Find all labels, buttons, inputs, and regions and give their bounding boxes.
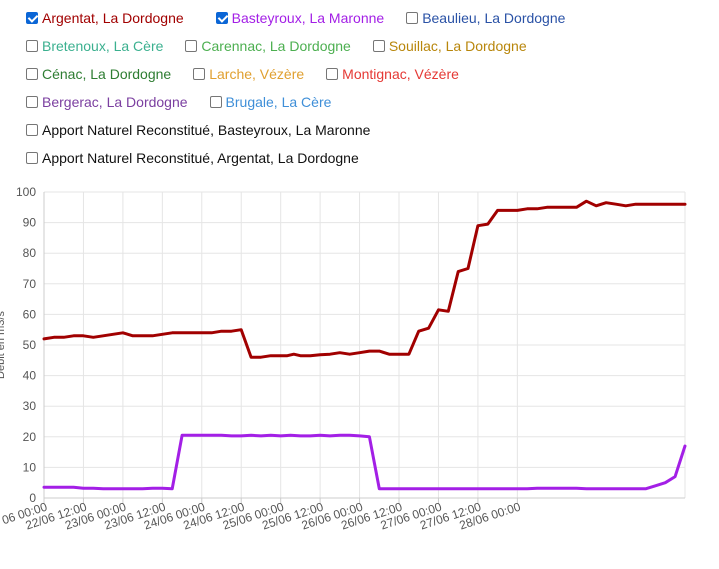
y-tick-label: 100 [16,185,36,199]
legend-item-souillac[interactable]: Souillac, La Dordogne [372,38,527,54]
y-tick-label: 40 [23,369,37,383]
legend-label: Larche, Vézère [209,66,305,82]
legend: Argentat, La Dordogne Basteyroux, La Mar… [0,0,719,176]
legend-item-apport-basteyroux[interactable]: Apport Naturel Reconstitué, Basteyroux, … [26,122,370,138]
legend-row: Bretenoux, La Cère Carennac, La Dordogne… [26,36,549,56]
checkbox-souillac[interactable] [372,40,385,52]
legend-label: Bergerac, La Dordogne [42,94,188,110]
grid [43,191,686,504]
legend-label: Brugale, La Cère [225,94,332,110]
legend-row: Bergerac, La Dordogne Brugale, La Cère [26,92,353,112]
y-tick-label: 20 [23,430,37,444]
legend-row: Cénac, La Dordogne Larche, Vézère Montig… [26,64,481,84]
legend-item-bergerac[interactable]: Bergerac, La Dordogne [26,94,188,110]
legend-item-cenac[interactable]: Cénac, La Dordogne [26,66,171,82]
legend-row: Apport Naturel Reconstitué, Basteyroux, … [26,120,392,140]
legend-item-apport-argentat[interactable]: Apport Naturel Reconstitué, Argentat, La… [26,150,359,166]
checkbox-bergerac[interactable] [26,96,38,108]
legend-label: Bretenoux, La Cère [42,38,164,54]
legend-item-carennac[interactable]: Carennac, La Dordogne [185,38,351,54]
y-tick-label: 80 [23,246,37,260]
checkbox-basteyroux[interactable] [215,12,228,24]
y-tick-label: 10 [23,460,37,474]
y-tick-label: 60 [23,307,37,321]
legend-label: Apport Naturel Reconstitué, Argentat, La… [42,150,359,166]
series-line [42,199,687,359]
series-line [42,433,687,491]
checkbox-apport-basteyroux[interactable] [26,124,38,136]
legend-item-beaulieu[interactable]: Beaulieu, La Dordogne [406,10,565,26]
legend-label: Basteyroux, La Maronne [231,10,385,26]
checkbox-carennac[interactable] [185,40,198,52]
legend-item-argentat[interactable]: Argentat, La Dordogne [26,10,184,26]
checkbox-argentat[interactable] [26,12,38,24]
legend-label: Beaulieu, La Dordogne [422,10,566,26]
legend-item-larche[interactable]: Larche, Vézère [193,66,304,82]
checkbox-brugale[interactable] [209,96,222,108]
legend-label: Souillac, La Dordogne [388,38,527,54]
legend-item-montignac[interactable]: Montignac, Vézère [326,66,459,82]
legend-row: Apport Naturel Reconstitué, Argentat, La… [26,148,381,168]
checkbox-larche[interactable] [193,68,206,80]
y-tick-label: 70 [23,277,37,291]
y-axis-label: Débit en m3/s [0,311,7,379]
checkbox-apport-argentat[interactable] [26,152,38,164]
legend-label: Argentat, La Dordogne [42,10,184,26]
checkbox-beaulieu[interactable] [406,12,419,24]
legend-item-brugale[interactable]: Brugale, La Cère [209,94,332,110]
legend-label: Montignac, Vézère [342,66,459,82]
y-tick-label: 50 [23,338,37,352]
legend-label: Cénac, La Dordogne [42,66,172,82]
legend-item-basteyroux[interactable]: Basteyroux, La Maronne [215,10,385,26]
legend-row: Argentat, La Dordogne Basteyroux, La Mar… [26,8,587,28]
y-tick-label: 90 [23,216,37,230]
legend-item-bretenoux[interactable]: Bretenoux, La Cère [26,38,163,54]
legend-label: Carennac, La Dordogne [201,38,351,54]
checkbox-cenac[interactable] [26,68,38,80]
checkbox-bretenoux[interactable] [26,40,38,52]
y-tick-label: 30 [23,399,37,413]
legend-label: Apport Naturel Reconstitué, Basteyroux, … [42,122,371,138]
y-tick-label: 0 [29,491,36,505]
checkbox-montignac[interactable] [326,68,339,80]
